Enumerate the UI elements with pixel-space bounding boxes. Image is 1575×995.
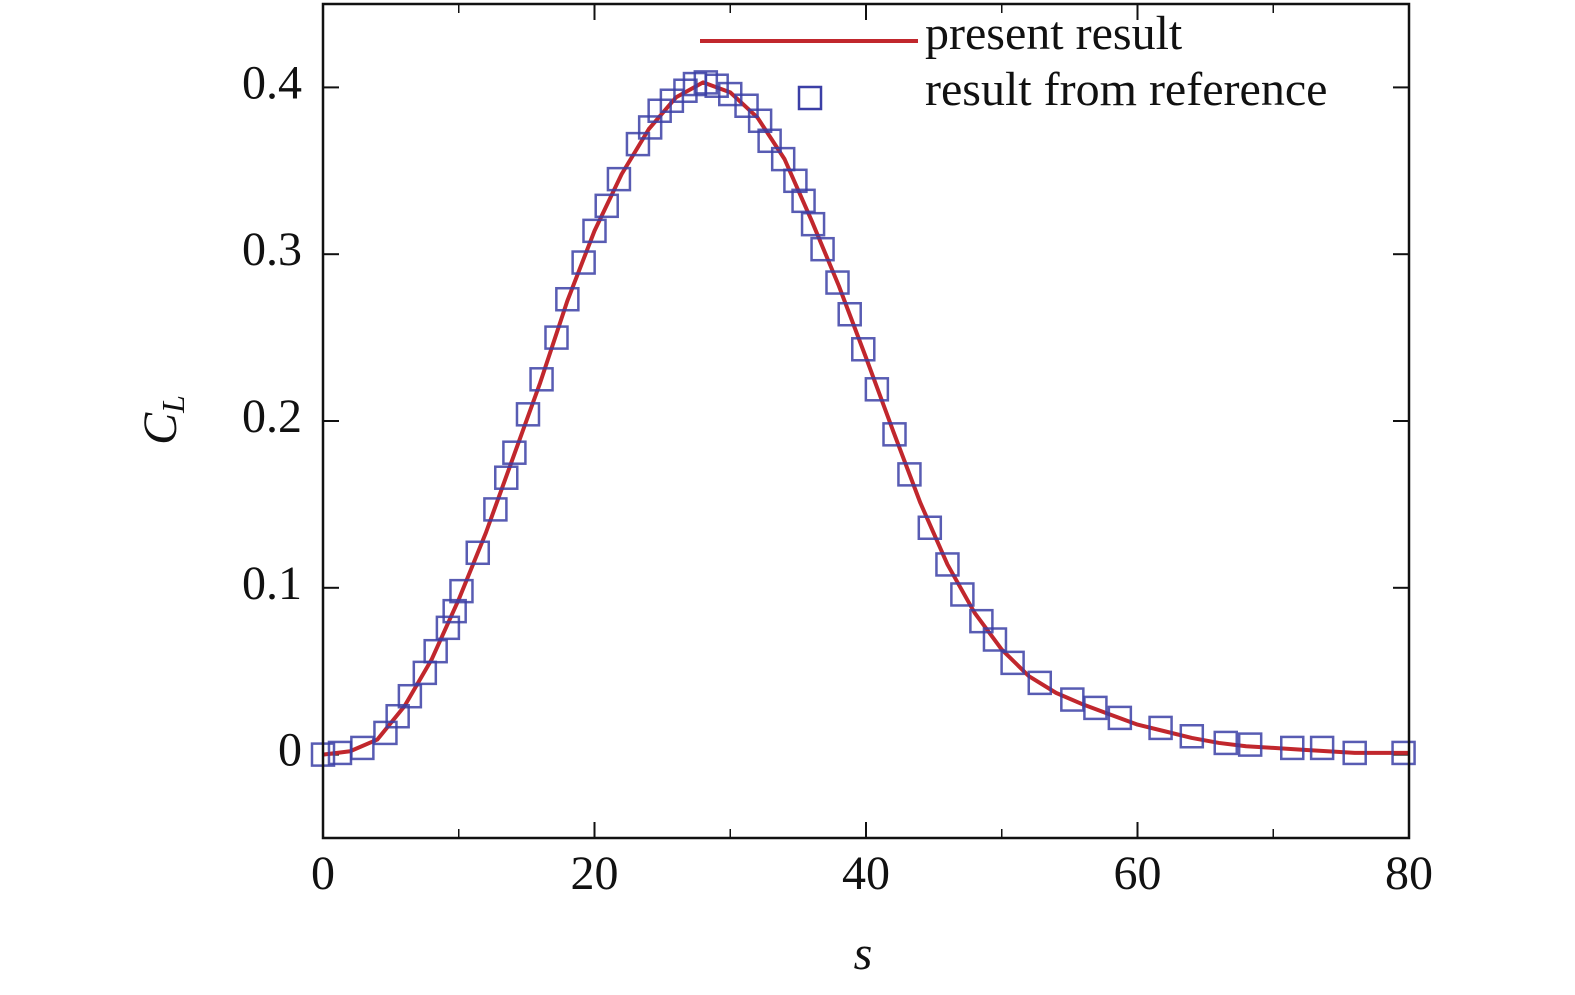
legend-label: result from reference <box>925 63 1327 116</box>
scatter-point <box>465 540 491 566</box>
scatter-point <box>917 515 943 541</box>
scatter-point <box>882 422 907 447</box>
scatter-point <box>606 166 632 192</box>
x-tick-label: 40 <box>842 847 890 900</box>
x-tick-label: 60 <box>1114 847 1162 900</box>
scatter-point <box>483 497 508 522</box>
y-tick-label: 0.4 <box>242 56 302 109</box>
scatter-point <box>864 377 890 402</box>
scatter-point <box>1213 730 1238 756</box>
y-tick-label: 0 <box>278 724 302 777</box>
scatter-point <box>935 552 960 577</box>
scatter-point <box>515 402 541 427</box>
scatter-point <box>897 462 922 487</box>
scatter-point <box>582 218 607 244</box>
scatter-point <box>397 683 423 709</box>
scatter-point <box>791 188 816 214</box>
scatter-point <box>1000 650 1025 676</box>
scatter-point <box>673 78 698 103</box>
scatter-point <box>747 108 773 134</box>
scatter-point <box>969 608 994 634</box>
scatter-point <box>1280 735 1305 761</box>
scatter-point <box>494 465 519 490</box>
scatter-point <box>1391 740 1416 766</box>
y-axis-label-sub: L <box>155 395 191 414</box>
y-tick-label: 0.3 <box>242 223 302 276</box>
scatter-point <box>704 73 729 98</box>
legend-marker <box>797 85 823 111</box>
scatter-point <box>1083 695 1108 721</box>
y-axis-label-main: C <box>134 412 187 445</box>
scatter-point <box>637 115 663 140</box>
scatter-point <box>571 250 596 275</box>
y-tick-label: 0.1 <box>242 557 302 610</box>
scatter-point <box>594 193 619 219</box>
y-tick-label: 0.2 <box>242 390 302 443</box>
scatter-point <box>1342 740 1367 766</box>
line-series <box>322 80 1409 757</box>
legend-label: present result <box>925 7 1183 60</box>
plot-frame <box>321 2 1411 840</box>
y-axis-label: CL <box>134 395 191 445</box>
scatter-point <box>442 598 467 624</box>
scatter-point <box>555 286 580 312</box>
scatter-point <box>982 627 1008 652</box>
scatter-point <box>825 270 850 295</box>
scatter-point <box>810 236 835 262</box>
x-tick-label: 20 <box>571 847 619 900</box>
scatter-point <box>851 337 876 362</box>
scatter-point <box>1237 732 1263 757</box>
scatter-point <box>757 128 782 154</box>
scatter-point <box>800 211 826 237</box>
scatter-point <box>423 638 448 664</box>
scatter-point <box>734 93 759 118</box>
scatter-point <box>783 168 808 194</box>
scatter-point <box>350 735 375 761</box>
scatter-point <box>1309 735 1335 761</box>
scatter-point <box>544 325 569 350</box>
scatter-point <box>1148 715 1173 741</box>
scatter-point <box>837 301 862 327</box>
scatter-point <box>502 440 527 465</box>
x-axis-label: s <box>854 927 873 980</box>
scatter-point <box>1179 724 1205 749</box>
x-tick-label: 0 <box>311 847 335 900</box>
x-tick-label: 80 <box>1385 847 1433 900</box>
scatter-point <box>529 367 554 392</box>
scatter-point <box>1107 705 1133 731</box>
scatter-point <box>950 582 975 607</box>
scatter-point <box>1027 670 1053 696</box>
scatter-point <box>449 578 474 604</box>
scatter-point <box>435 615 461 641</box>
